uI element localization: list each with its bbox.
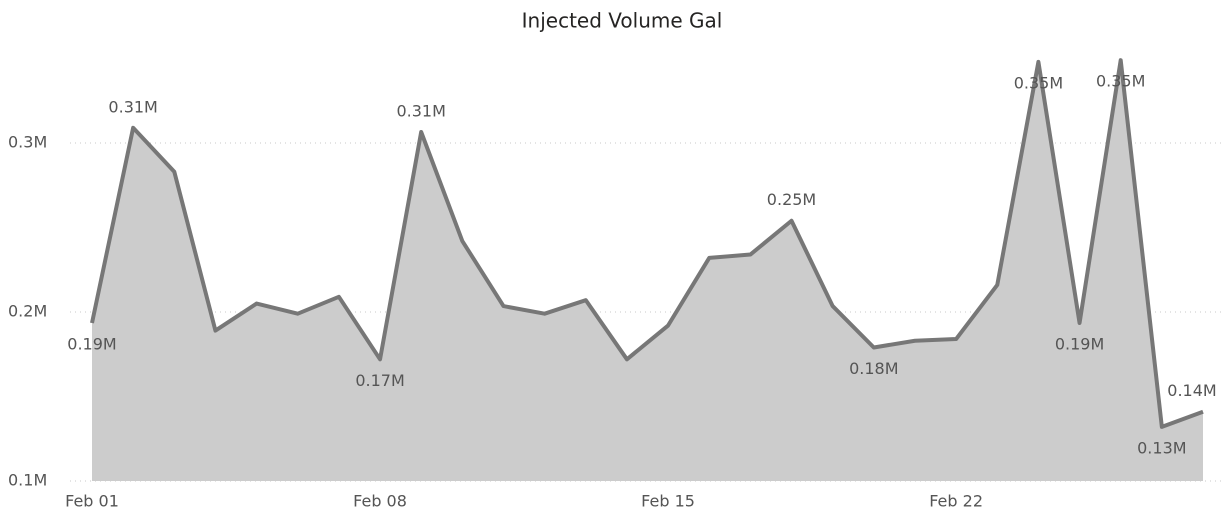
y-tick-label: 0.2M [8, 302, 47, 321]
data-label: 0.13M [1137, 438, 1186, 457]
x-tick-label: Feb 08 [353, 492, 407, 511]
data-label: 0.25M [767, 190, 816, 209]
data-label: 0.31M [396, 102, 445, 121]
data-label: 0.19M [67, 334, 116, 353]
data-label: 0.18M [849, 359, 898, 378]
y-tick-label: 0.3M [8, 133, 47, 152]
chart-title: Injected Volume Gal [522, 9, 723, 33]
data-label: 0.31M [108, 97, 157, 116]
x-tick-label: Feb 22 [929, 492, 983, 511]
data-label: 0.35M [1096, 72, 1145, 91]
line [90, 58, 1204, 429]
data-label: 0.14M [1167, 381, 1216, 400]
data-label: 0.17M [355, 371, 404, 390]
x-tick-label: Feb 15 [641, 492, 695, 511]
x-tick-label: Feb 01 [65, 492, 119, 511]
y-tick-label: 0.1M [8, 471, 47, 490]
data-label: 0.35M [1014, 73, 1063, 92]
data-label: 0.19M [1055, 334, 1104, 353]
area-fill [92, 60, 1203, 481]
